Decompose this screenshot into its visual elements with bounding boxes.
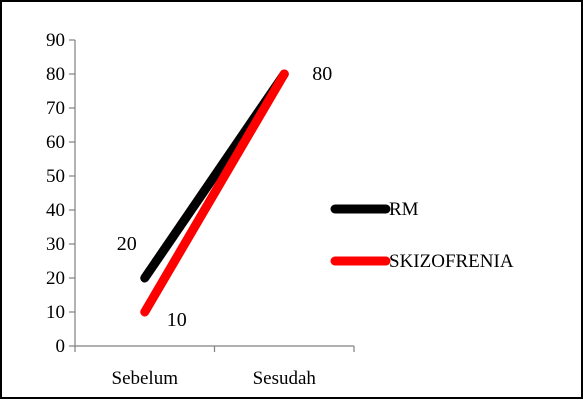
chart-data-labels: 20 10 80 — [117, 63, 333, 331]
y-tick-label: 20 — [46, 268, 65, 289]
y-tick-label: 10 — [46, 302, 65, 323]
legend-label-rm: RM — [389, 199, 419, 220]
data-label: 10 — [167, 309, 187, 331]
y-tick-label: 30 — [46, 234, 65, 255]
y-tick-label: 50 — [46, 166, 65, 187]
x-category-label: Sebelum — [112, 368, 179, 389]
y-tick-label: 0 — [56, 336, 66, 357]
data-label: 80 — [312, 63, 332, 85]
x-category-label: Sesudah — [253, 368, 317, 389]
data-label: 20 — [117, 233, 137, 255]
chart-legend: RM SKIZOFRENIA — [330, 199, 514, 272]
y-tick-label: 60 — [46, 132, 65, 153]
legend-label-skizofrenia: SKIZOFRENIA — [389, 251, 514, 272]
chart-axes: 0 10 20 30 40 50 60 70 80 90 Sebelum Sesudah — [46, 30, 355, 389]
y-tick-label: 90 — [46, 30, 65, 51]
chart-series — [140, 69, 289, 317]
y-tick-label: 40 — [46, 200, 65, 221]
y-tick-label: 80 — [46, 64, 65, 85]
line-chart: 0 10 20 30 40 50 60 70 80 90 Sebelum Sesudah 20 10 80… — [46, 30, 514, 389]
y-tick-label: 70 — [46, 98, 65, 119]
series-line-skizofrenia — [140, 69, 289, 317]
